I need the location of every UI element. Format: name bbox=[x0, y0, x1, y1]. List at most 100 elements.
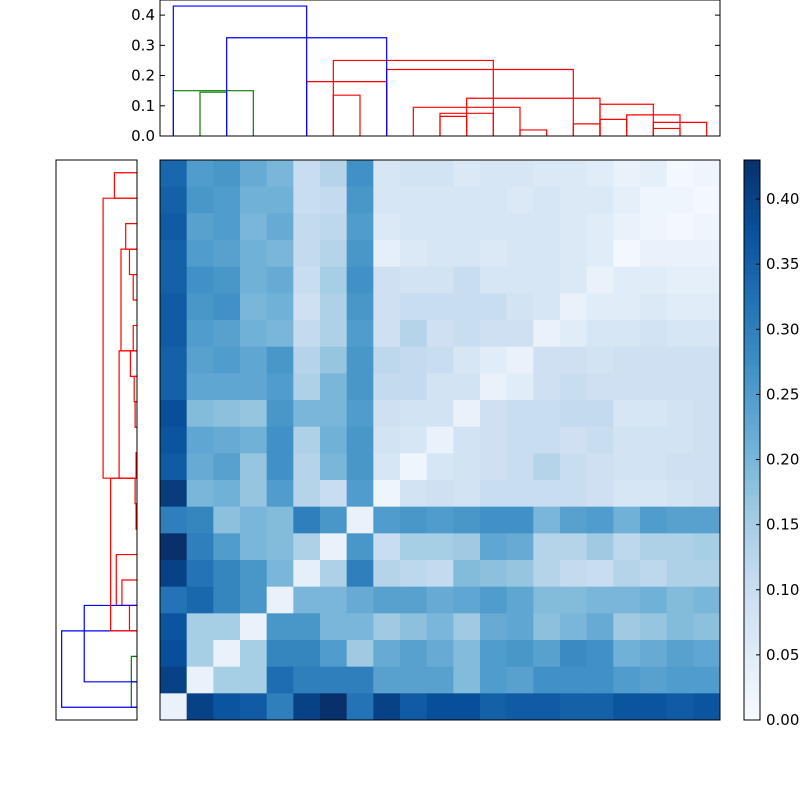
colorbar-segment bbox=[744, 200, 760, 206]
heatmap-cell bbox=[240, 346, 268, 374]
heatmap-cell bbox=[480, 426, 508, 454]
heatmap-cell bbox=[160, 240, 188, 268]
heatmap-cell bbox=[346, 640, 374, 668]
heatmap-cell bbox=[346, 186, 374, 214]
heatmap-cell bbox=[213, 453, 241, 481]
heatmap-cell bbox=[613, 186, 641, 214]
heatmap-cell bbox=[426, 293, 454, 321]
colorbar-segment bbox=[744, 420, 760, 426]
heatmap-cell bbox=[613, 346, 641, 374]
heatmap-cell bbox=[320, 453, 348, 481]
heatmap-cell bbox=[586, 586, 614, 614]
heatmap-cell bbox=[693, 320, 721, 348]
heatmap-cell bbox=[373, 373, 401, 401]
heatmap-cell bbox=[453, 160, 481, 188]
heatmap-cell bbox=[666, 560, 694, 588]
heatmap-cell bbox=[240, 160, 268, 188]
heatmap-cell bbox=[186, 400, 214, 428]
colorbar-segment bbox=[744, 485, 760, 491]
heatmap-cell bbox=[693, 186, 721, 214]
heatmap-cell bbox=[160, 373, 188, 401]
colorbar-segment bbox=[744, 545, 760, 551]
heatmap-cell bbox=[613, 506, 641, 534]
heatmap-cell bbox=[346, 320, 374, 348]
heatmap-cell bbox=[693, 506, 721, 534]
heatmap-cell bbox=[160, 400, 188, 428]
heatmap-cell bbox=[400, 613, 428, 641]
heatmap-cell bbox=[373, 693, 401, 721]
heatmap-cell bbox=[186, 213, 214, 241]
heatmap-cell bbox=[213, 213, 241, 241]
heatmap-cell bbox=[560, 240, 588, 268]
colorbar-segment bbox=[744, 245, 760, 251]
heatmap-cell bbox=[400, 266, 428, 294]
heatmap-cell bbox=[373, 266, 401, 294]
heatmap-cell bbox=[213, 373, 241, 401]
heatmap-cell bbox=[373, 160, 401, 188]
heatmap-cell bbox=[373, 453, 401, 481]
heatmap-cell bbox=[533, 346, 561, 374]
heatmap-cell bbox=[693, 293, 721, 321]
heatmap-cell bbox=[560, 213, 588, 241]
heatmap-cell bbox=[320, 400, 348, 428]
heatmap-cell bbox=[666, 453, 694, 481]
heatmap-cell bbox=[186, 346, 214, 374]
heatmap-cell bbox=[453, 453, 481, 481]
heatmap-cell bbox=[160, 693, 188, 721]
colorbar-segment bbox=[744, 640, 760, 646]
colorbar-segment bbox=[744, 165, 760, 171]
heatmap-cell bbox=[240, 213, 268, 241]
colorbar-segment bbox=[744, 710, 760, 716]
heatmap-cell bbox=[240, 240, 268, 268]
colorbar-segment bbox=[744, 615, 760, 621]
heatmap-cell bbox=[320, 426, 348, 454]
heatmap-cell bbox=[586, 346, 614, 374]
heatmap-cell bbox=[640, 373, 668, 401]
heatmap-cell bbox=[213, 160, 241, 188]
heatmap-cell bbox=[693, 480, 721, 508]
heatmap-cell bbox=[693, 693, 721, 721]
heatmap-cell bbox=[266, 320, 294, 348]
colorbar-segment bbox=[744, 375, 760, 381]
heatmap-cell bbox=[400, 320, 428, 348]
heatmap-cell bbox=[240, 480, 268, 508]
heatmap-cell bbox=[506, 240, 534, 268]
heatmap-cell bbox=[666, 160, 694, 188]
heatmap-cell bbox=[293, 560, 321, 588]
colorbar-segment bbox=[744, 630, 760, 636]
heatmap-cell bbox=[480, 240, 508, 268]
heatmap-cell bbox=[240, 666, 268, 694]
heatmap-cell bbox=[480, 613, 508, 641]
heatmap-cell bbox=[426, 613, 454, 641]
heatmap-cell bbox=[533, 453, 561, 481]
heatmap-cell bbox=[586, 533, 614, 561]
heatmap-cell bbox=[373, 240, 401, 268]
heatmap-cell bbox=[640, 213, 668, 241]
heatmap-cell bbox=[346, 240, 374, 268]
heatmap-cell bbox=[613, 160, 641, 188]
heatmap-cell bbox=[186, 240, 214, 268]
heatmap-cell bbox=[693, 160, 721, 188]
heatmap-cell bbox=[560, 426, 588, 454]
heatmap-cell bbox=[560, 186, 588, 214]
heatmap-cell bbox=[266, 213, 294, 241]
heatmap-cell bbox=[693, 400, 721, 428]
heatmap-cell bbox=[266, 533, 294, 561]
heatmap-cell bbox=[186, 293, 214, 321]
heatmap-cell bbox=[426, 453, 454, 481]
colorbar-tick-label: 0.05 bbox=[766, 646, 799, 664]
heatmap-cell bbox=[586, 293, 614, 321]
heatmap-cell bbox=[160, 506, 188, 534]
heatmap-cell bbox=[453, 480, 481, 508]
heatmap-cell bbox=[506, 160, 534, 188]
heatmap-cell bbox=[453, 613, 481, 641]
heatmap-cell bbox=[346, 693, 374, 721]
heatmap-cell bbox=[160, 480, 188, 508]
colorbar-segment bbox=[744, 525, 760, 531]
heatmap-cell bbox=[426, 640, 454, 668]
heatmap-cell bbox=[400, 506, 428, 534]
heatmap-cell bbox=[480, 160, 508, 188]
heatmap-cell bbox=[453, 533, 481, 561]
heatmap-cell bbox=[266, 373, 294, 401]
